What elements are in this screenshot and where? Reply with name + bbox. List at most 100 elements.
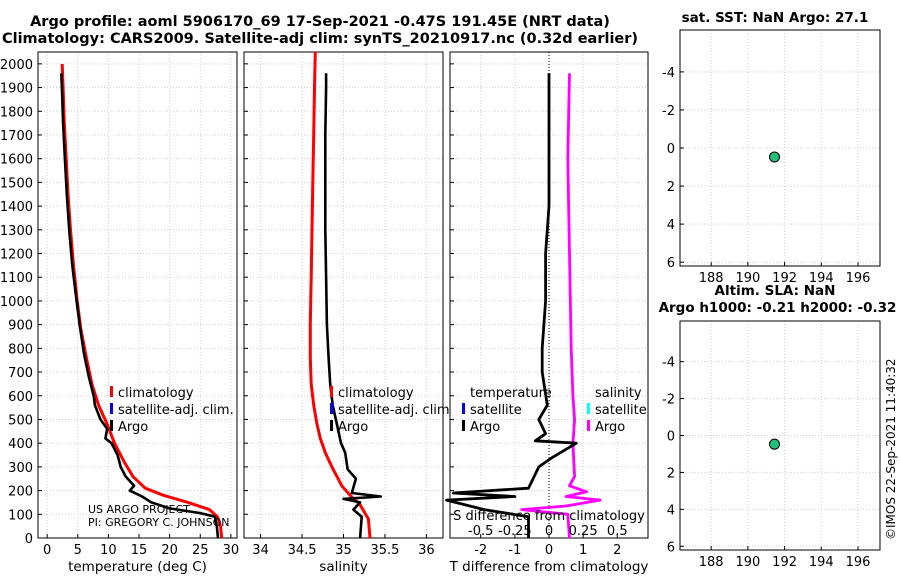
temperature-ytick-label: 200 — [8, 485, 33, 500]
pi-note: PI: GREGORY C. JOHNSON — [88, 516, 229, 529]
salinity-xtick-label: 34.5 — [288, 543, 317, 558]
sla-panel-title: Altim. SLA: NaN — [714, 283, 836, 299]
temperature-ytick-label: 1200 — [0, 248, 33, 263]
salinity-xlabel: salinity — [319, 559, 367, 575]
temperature-ytick-label: 1700 — [0, 129, 33, 144]
salinity-series-argo — [323, 73, 383, 539]
diff-top-xtick-label: -0.25 — [498, 524, 532, 539]
temperature-axes-box — [37, 51, 238, 539]
diff-legend-temp-satellite-swatch — [462, 403, 465, 414]
temperature-ytick-label: 600 — [8, 390, 33, 405]
sla-xtick-label: 188 — [699, 555, 724, 570]
difference-xtick-label: -1 — [508, 543, 521, 558]
temp-legend-climatology-swatch — [110, 386, 113, 397]
sst-xtick-label: 188 — [699, 271, 724, 286]
temperature-series-argo — [60, 73, 220, 539]
sal-legend-argo-swatch — [330, 420, 333, 431]
diff-legend-temp-argo-swatch — [462, 420, 465, 431]
diff-legend-temp-satellite-label: satellite — [470, 403, 522, 418]
diff-legend-temperature-title: temperature — [470, 386, 552, 401]
sla-xtick-label: 194 — [809, 555, 834, 570]
sal-legend-satellite-label: satellite-adj. clim. — [338, 403, 454, 418]
diff-top-xtick-label: 0 — [545, 524, 553, 539]
sla-xtick-label: 196 — [846, 555, 871, 570]
temperature-ytick-label: 1000 — [0, 295, 33, 310]
temperature-ytick-label: 700 — [8, 366, 33, 381]
temperature-ytick-label: 1600 — [0, 153, 33, 168]
sst-panel-title: sat. SST: NaN Argo: 27.1 — [681, 10, 869, 26]
sst-axes-box — [679, 29, 881, 267]
sla-axes-box — [679, 320, 881, 551]
sla-ytick-label: -2 — [662, 393, 675, 408]
temperature-xtick-label: 25 — [192, 543, 209, 558]
diff-legend-temp-argo-label: Argo — [470, 420, 500, 435]
diff-top-xtick-label: 0.5 — [607, 524, 628, 539]
project-note: US ARGO PROJECT — [88, 503, 190, 516]
diff-top-xtick-label: 0.25 — [569, 524, 598, 539]
figure-title-line2: Climatology: CARS2009. Satellite-adj cli… — [1, 31, 639, 47]
temperature-xtick-label: 15 — [131, 543, 148, 558]
sal-legend-satellite-swatch — [330, 403, 333, 414]
sla-ytick-label: 6 — [667, 540, 675, 555]
diff-legend-sal-argo-swatch — [587, 420, 590, 431]
sst-xtick-label: 196 — [846, 271, 871, 286]
sal-legend-climatology-label: climatology — [338, 386, 414, 401]
sla-panel-subtitle: Argo h1000: -0.21 h2000: -0.32 — [658, 300, 897, 316]
temp-legend-satellite-swatch — [110, 403, 113, 414]
diff-top-xlabel: S difference from climatology — [453, 509, 645, 524]
sla-argo-point — [768, 438, 780, 450]
temperature-ytick-label: 1900 — [0, 82, 33, 97]
temperature-xtick-label: 10 — [100, 543, 117, 558]
sst-ytick-label: -2 — [662, 104, 675, 119]
temperature-ytick-label: 1300 — [0, 224, 33, 239]
salinity-xtick-label: 36 — [418, 543, 435, 558]
temperature-ytick-label: 400 — [8, 437, 33, 452]
figure-title-line1: Argo profile: aoml 5906170_69 17-Sep-202… — [30, 14, 610, 30]
sla-xtick-label: 190 — [735, 555, 760, 570]
temperature-xtick-label: 30 — [223, 543, 240, 558]
sal-legend-climatology-swatch — [330, 386, 333, 397]
temp-legend-climatology-label: climatology — [118, 386, 194, 401]
sla-ytick-label: 0 — [667, 430, 675, 445]
sla-ytick-label: -4 — [662, 356, 675, 371]
temperature-ytick-label: 800 — [8, 342, 33, 357]
sst-ytick-label: 4 — [667, 218, 675, 233]
salinity-xtick-label: 34 — [252, 543, 269, 558]
temperature-xtick-label: 5 — [74, 543, 82, 558]
sal-legend-argo-label: Argo — [338, 420, 368, 435]
temperature-xtick-label: 20 — [161, 543, 178, 558]
difference-xtick-label: 0 — [545, 543, 553, 558]
temperature-ytick-label: 0 — [25, 532, 33, 547]
sla-ytick-label: 2 — [667, 466, 675, 481]
diff-legend-salinity-title: salinity — [595, 386, 642, 401]
temperature-ytick-label: 300 — [8, 461, 33, 476]
salinity-xtick-label: 35 — [335, 543, 352, 558]
difference-series-salinity-argo — [520, 73, 602, 539]
temperature-ytick-label: 500 — [8, 413, 33, 428]
sst-xtick-label: 190 — [735, 271, 760, 286]
diff-legend-sal-satellite-swatch — [587, 403, 590, 414]
difference-xtick-label: 1 — [579, 543, 587, 558]
temperature-ytick-label: 1500 — [0, 176, 33, 191]
temp-legend-argo-swatch — [110, 420, 113, 431]
sst-ytick-label: 2 — [667, 180, 675, 195]
temp-legend-satellite-label: satellite-adj. clim. — [118, 403, 234, 418]
difference-series-temperature-argo — [445, 73, 578, 538]
temp-legend-argo-label: Argo — [118, 420, 148, 435]
temperature-ytick-label: 900 — [8, 319, 33, 334]
temperature-xlabel: temperature (deg C) — [68, 559, 207, 575]
temperature-ytick-label: 1800 — [0, 105, 33, 120]
sst-ytick-label: -4 — [662, 66, 675, 81]
temperature-ytick-label: 100 — [8, 508, 33, 523]
salinity-xtick-label: 35.5 — [370, 543, 399, 558]
diff-top-xtick-label: -0.5 — [468, 524, 493, 539]
temperature-ytick-label: 1100 — [0, 271, 33, 286]
sst-argo-point — [768, 151, 780, 163]
difference-xlabel: T difference from climatology — [449, 559, 649, 575]
salinity-series-climatology — [308, 51, 372, 539]
difference-xtick-label: 2 — [613, 543, 621, 558]
temperature-ytick-label: 1400 — [0, 200, 33, 215]
temperature-ytick-label: 2000 — [0, 58, 33, 73]
difference-xtick-label: -2 — [474, 543, 487, 558]
